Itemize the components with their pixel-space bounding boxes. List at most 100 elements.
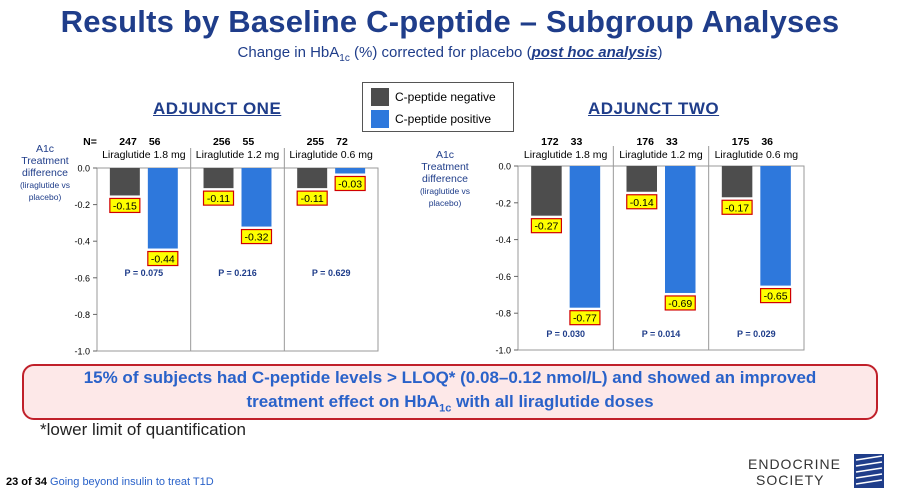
slide-subtitle: Change in HbA1c (%) corrected for placeb…	[0, 44, 900, 64]
x-category-label: Liraglutide 1.8 mg	[102, 149, 186, 161]
data-label: -0.03	[338, 178, 362, 190]
y-tick-label: -1.0	[74, 347, 90, 357]
bar-c-peptide-negative	[203, 168, 234, 189]
legend-swatch-negative	[371, 88, 389, 106]
data-label-box	[334, 175, 366, 192]
page-number: 23 of 34	[6, 476, 47, 488]
legend-swatch-positive	[371, 110, 389, 128]
n-count-positive: 36	[761, 136, 773, 148]
footer: 23 of 34 Going beyond insulin to treat T…	[6, 476, 214, 488]
p-value-label: P = 0.030	[546, 329, 585, 339]
logo-text: ENDOCRINE SOCIETY	[748, 456, 841, 488]
callout-line-2-sub: 1c	[439, 402, 452, 415]
callout-line-2-prefix: treatment effect on HbA	[246, 392, 440, 411]
x-category-label: Liraglutide 1.8 mg	[524, 149, 608, 161]
subtitle-suffix: )	[657, 44, 663, 61]
y-axis-label-line: (liraglutide vs	[420, 186, 470, 196]
bar-c-peptide-negative	[721, 166, 753, 198]
slide-title: Results by Baseline C-peptide – Subgroup…	[60, 4, 840, 39]
p-value-label: P = 0.629	[312, 268, 351, 278]
data-label-box	[759, 288, 792, 304]
data-label: -0.15	[113, 200, 137, 212]
logo-mark-icon	[854, 454, 884, 488]
panel-title-adjunct-one: ADJUNCT ONE	[153, 99, 282, 118]
bar-c-peptide-positive	[335, 168, 366, 174]
data-label-box	[296, 190, 328, 206]
y-tick-label: -0.4	[495, 235, 511, 245]
callout-line-2: treatment effect on HbA1c with all lirag…	[24, 390, 876, 420]
n-count-negative: 256	[213, 136, 231, 148]
bar-c-peptide-negative	[626, 166, 657, 192]
p-value-label: P = 0.014	[642, 329, 681, 339]
plot-frame-1	[517, 165, 805, 351]
data-label: -0.44	[151, 254, 175, 266]
data-label-box	[530, 218, 563, 234]
post-hoc-label: post hoc analysis	[531, 44, 658, 61]
data-label: -0.14	[630, 197, 654, 209]
subtitle-sub: 1c	[339, 53, 350, 64]
n-count-negative: 255	[307, 136, 325, 148]
y-tick-label: -0.6	[495, 272, 511, 282]
subtitle-mid: (%) corrected for placebo (	[349, 44, 532, 61]
y-axis-label-line: difference	[22, 167, 68, 179]
legend: C-peptide negative C-peptide positive	[362, 82, 514, 132]
logo-line-2: SOCIETY	[756, 472, 825, 488]
data-label-box	[626, 194, 658, 210]
n-count-positive: 33	[666, 136, 678, 148]
x-category-label: Liraglutide 1.2 mg	[196, 149, 280, 161]
bar-c-peptide-positive	[760, 166, 791, 286]
n-count-positive: 33	[571, 136, 583, 148]
y-axis-label-line: (liraglutide vs	[20, 180, 70, 190]
n-count-positive: 56	[149, 136, 161, 148]
endocrine-society-logo: ENDOCRINE SOCIETY	[748, 452, 888, 494]
data-label: -0.69	[668, 298, 692, 310]
y-tick-label: -0.2	[495, 198, 511, 208]
y-axis-label-line: Treatment	[421, 161, 469, 173]
data-label: -0.11	[301, 193, 324, 205]
legend-label-positive: C-peptide positive	[395, 112, 492, 126]
y-axis-label-line: A1c	[436, 149, 454, 161]
data-label: -0.32	[245, 232, 269, 244]
data-label-box	[202, 190, 235, 206]
y-tick-label: -1.0	[495, 346, 511, 356]
bar-c-peptide-negative	[531, 166, 562, 216]
n-count-negative: 247	[119, 136, 137, 148]
bar-c-peptide-positive	[569, 166, 601, 308]
n-count-negative: 175	[732, 136, 750, 148]
callout-box: 15% of subjects had C-peptide levels > L…	[22, 364, 878, 420]
p-value-label: P = 0.216	[218, 268, 257, 278]
bar-c-peptide-positive	[147, 168, 178, 249]
y-axis-label-line: difference	[422, 173, 468, 185]
x-category-label: Liraglutide 0.6 mg	[715, 149, 799, 161]
x-category-label: Liraglutide 0.6 mg	[289, 149, 373, 161]
plot-frame-0	[96, 167, 379, 352]
y-tick-label: -0.6	[74, 273, 90, 283]
y-axis-label-line: placebo)	[29, 192, 62, 202]
x-category-label: Liraglutide 1.2 mg	[619, 149, 703, 161]
y-tick-label: -0.4	[74, 237, 90, 247]
footnote: *lower limit of quantification	[40, 420, 246, 439]
data-label: -0.27	[534, 221, 558, 233]
data-label: -0.11	[207, 193, 230, 205]
data-label: -0.17	[725, 202, 749, 214]
footer-text: Going beyond insulin to treat T1D	[50, 476, 214, 488]
data-label-box	[147, 250, 179, 267]
p-value-label: P = 0.029	[737, 329, 776, 339]
bar-c-peptide-positive	[665, 166, 696, 293]
data-label-box	[721, 199, 753, 215]
data-label: -0.65	[764, 291, 788, 303]
panel-title-adjunct-two: ADJUNCT TWO	[588, 99, 720, 118]
y-tick-label: -0.2	[74, 200, 90, 210]
data-label-box	[569, 310, 601, 326]
callout-line-2-suffix: with all liraglutide doses	[451, 392, 654, 411]
data-label-box	[240, 228, 273, 245]
n-count-positive: 55	[243, 136, 255, 148]
data-label-box	[664, 295, 696, 311]
bar-c-peptide-negative	[109, 168, 140, 196]
n-count-negative: 172	[541, 136, 559, 148]
callout-line-1: 15% of subjects had C-peptide levels > L…	[83, 368, 817, 387]
y-axis-label-line: Treatment	[21, 155, 69, 167]
y-tick-label: 0.0	[77, 164, 90, 174]
bar-c-peptide-negative	[297, 168, 328, 189]
logo-line-1: ENDOCRINE	[748, 456, 842, 472]
